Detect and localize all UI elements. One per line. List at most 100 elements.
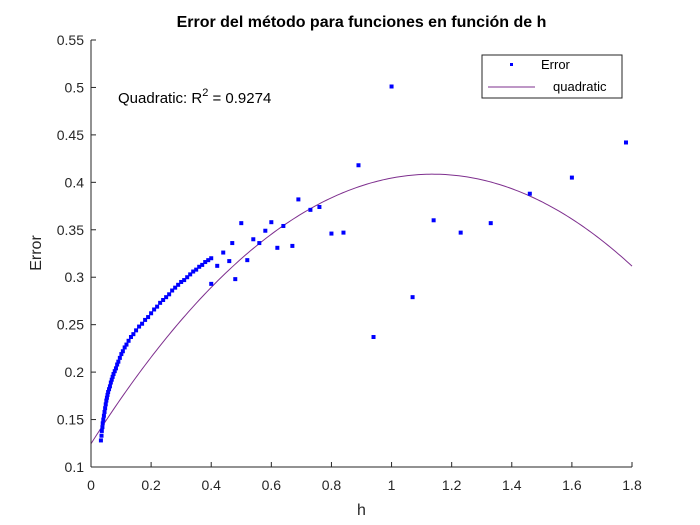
- data-point: [194, 267, 199, 272]
- data-point: [356, 163, 361, 168]
- data-point: [124, 342, 129, 347]
- data-point: [527, 191, 532, 196]
- data-point: [263, 228, 268, 233]
- data-point: [410, 295, 415, 300]
- x-tick-label: 0: [87, 477, 95, 493]
- data-point: [191, 269, 196, 274]
- data-point: [149, 311, 154, 316]
- data-point: [206, 258, 211, 263]
- data-point: [182, 278, 187, 283]
- y-tick-label: 0.5: [65, 79, 85, 95]
- data-point: [103, 402, 108, 407]
- data-point: [140, 321, 145, 326]
- data-point: [623, 140, 628, 145]
- data-point: [161, 298, 166, 302]
- quadratic-fit-line: [90, 173, 633, 445]
- data-point: [488, 221, 493, 226]
- y-tick-label: 0.4: [65, 174, 85, 190]
- x-tick-label: 1.2: [442, 477, 462, 493]
- data-point: [203, 260, 208, 265]
- data-point: [105, 392, 110, 397]
- data-point: [120, 349, 125, 354]
- data-point: [308, 207, 313, 212]
- data-point: [101, 417, 106, 422]
- legend-label-quadratic: quadratic: [553, 79, 607, 94]
- data-point: [179, 279, 184, 284]
- data-point: [389, 84, 394, 89]
- y-tick-label: 0.1: [65, 459, 85, 475]
- data-point: [102, 409, 107, 414]
- x-tick-label: 0.8: [322, 477, 342, 493]
- x-axis-label: h: [357, 502, 366, 519]
- data-point: [155, 304, 160, 309]
- data-point: [99, 428, 104, 433]
- data-point: [458, 230, 463, 235]
- data-point: [329, 231, 334, 236]
- data-point: [143, 317, 148, 322]
- data-point: [128, 335, 133, 339]
- data-point: [117, 355, 122, 360]
- data-point: [317, 205, 322, 209]
- data-point: [101, 413, 106, 418]
- x-tick-label: 1: [388, 477, 396, 493]
- data-point: [296, 197, 301, 202]
- data-point: [281, 223, 286, 228]
- data-point: [134, 328, 139, 333]
- data-point: [99, 433, 104, 438]
- x-tick-label: 0.2: [141, 477, 161, 493]
- data-point: [112, 369, 117, 374]
- data-point: [113, 366, 118, 371]
- data-point: [371, 335, 376, 339]
- data-point: [233, 277, 238, 282]
- data-point: [176, 282, 181, 287]
- data-point: [100, 421, 105, 426]
- x-tick-label: 1.8: [622, 477, 642, 493]
- data-point: [257, 241, 262, 246]
- data-point: [158, 300, 163, 305]
- data-point: [100, 425, 105, 430]
- data-point: [170, 288, 175, 293]
- data-point: [119, 352, 124, 357]
- data-point: [188, 272, 193, 277]
- chart-title: Error del método para funciones en funci…: [177, 14, 547, 31]
- data-point: [275, 245, 280, 250]
- data-point: [200, 262, 205, 267]
- data-point: [185, 275, 190, 280]
- y-tick-label: 0.25: [57, 317, 84, 333]
- data-point: [209, 281, 214, 286]
- data-point: [103, 406, 108, 411]
- y-axis-label: Error: [28, 235, 45, 271]
- x-tick-label: 0.4: [201, 477, 221, 493]
- data-point: [110, 374, 115, 379]
- data-point: [164, 295, 169, 300]
- data-point: [104, 395, 109, 400]
- data-point: [152, 307, 157, 312]
- annotation-superscript: 2: [202, 87, 208, 99]
- legend-label-error: Error: [541, 57, 571, 72]
- data-point: [115, 362, 120, 367]
- r-squared-annotation: Quadratic: R2 = 0.9274: [118, 87, 271, 107]
- data-point: [108, 380, 113, 385]
- data-point: [98, 438, 103, 443]
- annotation-prefix: Quadratic: R: [118, 90, 202, 107]
- data-point: [431, 218, 436, 223]
- legend-box: [481, 54, 623, 99]
- y-tick-label: 0.55: [57, 32, 84, 48]
- scatter-points-layer: [98, 84, 628, 443]
- data-point: [221, 250, 226, 255]
- data-point: [106, 390, 111, 395]
- x-tick-label: 1.6: [562, 477, 582, 493]
- data-point: [230, 241, 235, 246]
- data-point: [173, 285, 178, 290]
- data-point: [104, 398, 109, 403]
- fit-curve-layer: [90, 173, 633, 445]
- data-point: [126, 338, 131, 343]
- data-point: [116, 359, 121, 364]
- data-point: [227, 259, 232, 264]
- data-point: [215, 263, 220, 268]
- y-tick-label: 0.45: [57, 127, 84, 143]
- data-point: [111, 372, 116, 377]
- data-point: [341, 230, 346, 235]
